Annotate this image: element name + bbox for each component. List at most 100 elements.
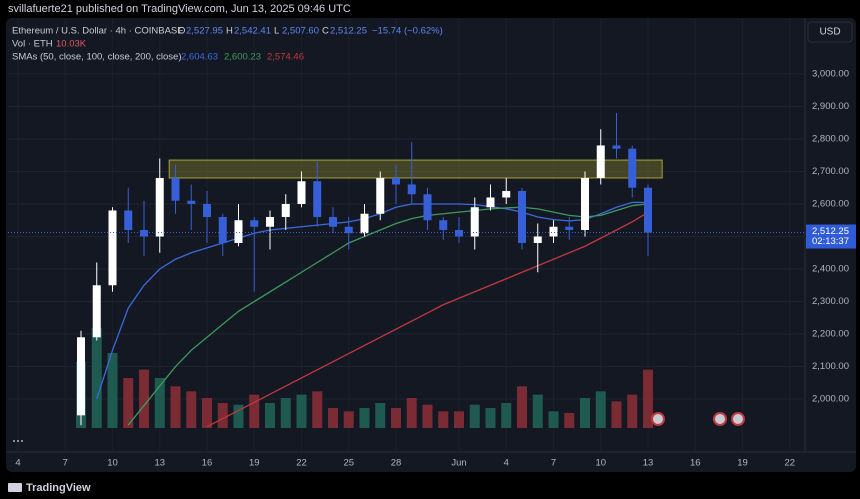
- candle-body: [423, 194, 432, 221]
- sma-value: 2,604.63: [181, 52, 218, 63]
- candle-body: [140, 229, 148, 237]
- y-tick-label: 3,000.00: [812, 68, 849, 79]
- dot: [17, 440, 19, 442]
- x-tick-label: 16: [690, 458, 701, 469]
- logo-mark: [8, 483, 22, 492]
- logo: [8, 483, 22, 492]
- volume-bar: [548, 411, 559, 428]
- sma-line: [127, 203, 649, 426]
- candle-body: [203, 203, 211, 217]
- x-tick-label: 7: [551, 458, 556, 469]
- ohlc-value: 2,542.41: [234, 26, 271, 37]
- volume-bar: [627, 394, 638, 428]
- ohlc-key: L: [274, 26, 279, 37]
- volume-bar: [359, 408, 370, 428]
- ohlc-key: H: [226, 26, 233, 37]
- sma-value: 2,574.46: [267, 52, 304, 63]
- y-tick-label: 2,600.00: [812, 198, 849, 209]
- x-tick-label: 19: [249, 458, 260, 469]
- candle-body: [407, 184, 416, 195]
- candle-body: [518, 190, 526, 243]
- candle-body: [486, 197, 495, 208]
- event-flag[interactable]: [713, 412, 727, 426]
- volume-bar: [564, 413, 575, 428]
- candle-body: [628, 148, 637, 188]
- volume-bar: [186, 391, 197, 428]
- volume-bar: [501, 403, 512, 428]
- volume-bar: [580, 398, 590, 428]
- candle-body: [187, 200, 196, 204]
- candle-body: [218, 216, 227, 243]
- candle-body: [281, 203, 290, 217]
- x-tick-label: 25: [343, 458, 354, 469]
- y-tick-label: 2,700.00: [812, 166, 849, 177]
- volume-bar: [375, 403, 386, 428]
- event-flag[interactable]: [651, 412, 665, 426]
- ohlc-value: 2,512.25: [330, 26, 367, 37]
- candle-body: [470, 207, 479, 237]
- x-tick-label: 22: [784, 458, 795, 469]
- volume-bar: [343, 411, 354, 428]
- event-flag[interactable]: [731, 412, 745, 426]
- volume-bar: [296, 394, 307, 428]
- currency-button[interactable]: [807, 21, 853, 43]
- y-tick-label: 2,000.00: [812, 394, 849, 405]
- sma-line: [206, 211, 649, 428]
- volume-bar: [233, 404, 244, 428]
- candle-body: [455, 229, 463, 237]
- x-tick-label: 10: [595, 458, 606, 469]
- volume-value: 10.03K: [56, 39, 87, 50]
- volume-bar: [107, 353, 118, 428]
- volume-bar: [595, 391, 606, 428]
- x-tick-label: 16: [202, 458, 213, 469]
- volume-bar: [643, 369, 653, 428]
- volume-bar: [123, 378, 134, 428]
- sma-title: SMAs (50, close, 100, close, 200, close): [12, 52, 182, 63]
- candle-body: [392, 177, 400, 185]
- volume-bar: [532, 394, 543, 428]
- x-tick-label: 10: [107, 458, 118, 469]
- candle-body: [124, 210, 133, 230]
- ohlc-key: O: [178, 26, 185, 37]
- y-tick-label: 2,400.00: [812, 264, 849, 275]
- volume-bar: [438, 411, 449, 428]
- candle-body: [155, 177, 164, 237]
- currency[interactable]: USD: [819, 27, 840, 38]
- volume-bar: [391, 408, 401, 428]
- candle-body: [329, 216, 337, 227]
- candle-body: [92, 285, 101, 338]
- x-tick-label: 4: [15, 458, 20, 469]
- publisher: svillafuerte21 published on TradingView.…: [8, 3, 351, 15]
- candle-body: [297, 181, 306, 204]
- candle-body: [439, 220, 448, 230]
- candle-body: [250, 220, 259, 227]
- candle-body: [376, 177, 385, 214]
- y-tick-label: 2,100.00: [812, 361, 849, 372]
- x-tick-label: 4: [504, 458, 509, 469]
- countdown: 02:13:37: [812, 236, 849, 247]
- more-button[interactable]: [13, 440, 23, 442]
- candle-body: [644, 187, 652, 233]
- y-tick-label: 2,900.00: [812, 101, 849, 112]
- sma-line: [96, 201, 649, 400]
- ohlc-key: C: [322, 26, 329, 37]
- volume-bar: [202, 398, 212, 428]
- volume-bar: [154, 378, 165, 428]
- ohlc-value: 2,507.60: [282, 26, 319, 37]
- dot: [13, 440, 15, 442]
- volume-bar: [91, 328, 102, 428]
- candle-body: [596, 145, 605, 178]
- x-tick-label: 7: [63, 458, 68, 469]
- y-tick-label: 2,800.00: [812, 133, 849, 144]
- candle-body: [612, 145, 621, 149]
- candle-body: [266, 216, 274, 227]
- volume-bar: [265, 403, 275, 428]
- candle-body: [549, 226, 558, 237]
- candle-body: [171, 177, 180, 201]
- x-tick-label: 13: [643, 458, 654, 469]
- footer-brand: TradingView: [26, 482, 91, 494]
- candle-body: [360, 213, 369, 234]
- last-price-label: 2,512.25: [812, 226, 849, 237]
- candle-body: [533, 236, 542, 243]
